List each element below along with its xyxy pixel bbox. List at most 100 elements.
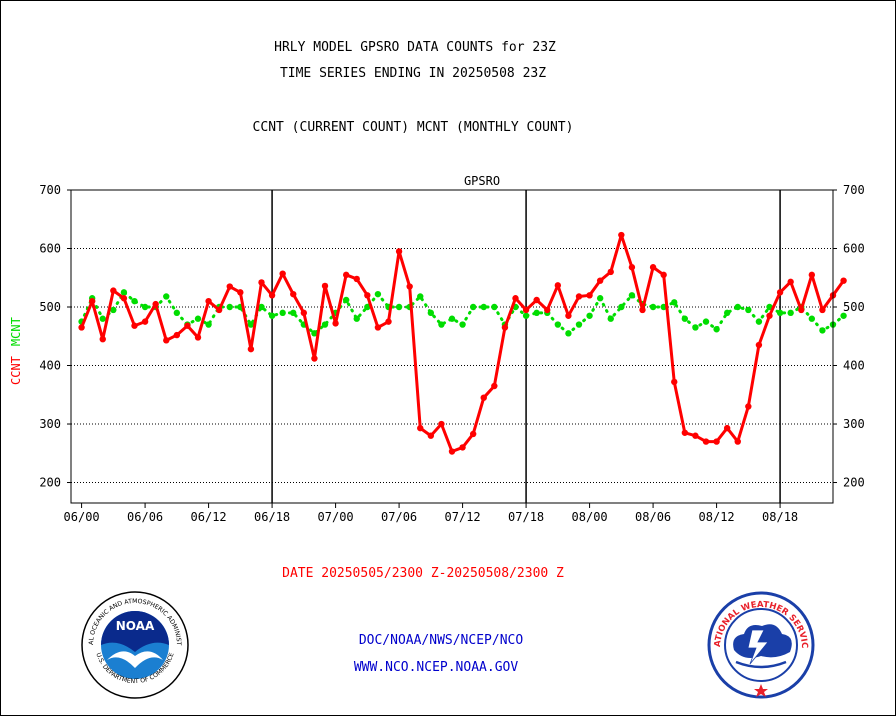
data-point-mcnt bbox=[353, 315, 360, 322]
data-point-ccnt bbox=[522, 306, 530, 314]
y-axis-label-left: CCNT MCNT bbox=[9, 317, 23, 385]
series-line-ccnt bbox=[80, 233, 845, 454]
data-point-ccnt bbox=[258, 279, 265, 286]
data-point-mcnt bbox=[268, 312, 276, 319]
data-point-ccnt bbox=[342, 271, 350, 279]
data-point-ccnt bbox=[353, 275, 360, 283]
data-point-ccnt bbox=[406, 283, 413, 290]
data-point-mcnt bbox=[99, 315, 106, 322]
data-point-ccnt bbox=[99, 335, 106, 343]
y-tick-label-right: 500 bbox=[843, 300, 865, 314]
data-point-mcnt bbox=[395, 303, 403, 311]
y-tick-label-right: 600 bbox=[843, 242, 865, 256]
data-point-mcnt bbox=[734, 303, 741, 311]
data-point-ccnt bbox=[364, 292, 371, 299]
chart-title-line2: TIME SERIES ENDING IN 20250508 23Z bbox=[279, 66, 547, 81]
data-point-mcnt bbox=[618, 303, 625, 311]
data-point-mcnt bbox=[565, 330, 572, 337]
x-tick-label: 07/00 bbox=[318, 510, 354, 524]
data-point-mcnt bbox=[120, 289, 128, 296]
footer-link-www[interactable]: WWW.NCO.NCEP.NOAA.GOV bbox=[353, 660, 519, 675]
data-point-mcnt bbox=[819, 327, 826, 334]
data-point-ccnt bbox=[501, 324, 509, 331]
data-point-mcnt bbox=[258, 303, 265, 311]
data-point-mcnt bbox=[628, 292, 636, 299]
data-point-mcnt bbox=[575, 321, 583, 328]
data-point-mcnt bbox=[459, 321, 466, 328]
data-point-mcnt bbox=[311, 330, 318, 337]
data-point-ccnt bbox=[755, 341, 763, 349]
data-point-ccnt bbox=[745, 403, 752, 410]
data-point-ccnt bbox=[776, 289, 784, 296]
data-point-ccnt bbox=[448, 448, 456, 455]
x-tick-label: 06/12 bbox=[191, 510, 227, 524]
data-point-ccnt bbox=[226, 283, 233, 290]
data-point-ccnt bbox=[374, 324, 382, 331]
data-point-ccnt bbox=[385, 318, 392, 325]
data-point-mcnt bbox=[586, 312, 593, 319]
footer-link-doc[interactable]: DOC/NOAA/NWS/NCEP/NCO bbox=[358, 633, 524, 648]
x-tick-label: 08/06 bbox=[635, 510, 671, 524]
data-point-mcnt bbox=[840, 312, 847, 319]
data-point-mcnt bbox=[226, 303, 233, 311]
data-point-mcnt bbox=[480, 303, 487, 311]
y-tick-label-left: 600 bbox=[39, 242, 61, 256]
data-point-ccnt bbox=[723, 424, 731, 432]
y-label-mcnt: MCNT bbox=[9, 317, 23, 346]
data-point-mcnt bbox=[533, 309, 540, 317]
data-point-ccnt bbox=[808, 271, 816, 279]
data-point-ccnt bbox=[459, 444, 466, 451]
data-point-ccnt bbox=[491, 382, 498, 390]
x-tick-label: 07/18 bbox=[508, 510, 544, 524]
data-point-mcnt bbox=[745, 306, 752, 314]
y-tick-label-right: 700 bbox=[843, 183, 865, 197]
data-point-ccnt bbox=[596, 277, 604, 284]
data-point-ccnt bbox=[787, 278, 794, 286]
data-point-ccnt bbox=[798, 306, 805, 314]
series-group bbox=[78, 231, 847, 455]
data-point-mcnt bbox=[671, 299, 678, 306]
y-tick-label-right: 200 bbox=[843, 476, 865, 490]
data-point-ccnt bbox=[120, 295, 128, 302]
data-point-mcnt bbox=[247, 321, 255, 328]
x-tick-label: 08/18 bbox=[762, 510, 798, 524]
x-tick-label: 06/06 bbox=[127, 510, 163, 524]
data-point-ccnt bbox=[618, 231, 625, 239]
data-point-ccnt bbox=[279, 270, 286, 277]
data-point-ccnt bbox=[141, 318, 149, 325]
data-point-ccnt bbox=[469, 430, 477, 438]
data-point-mcnt bbox=[364, 303, 371, 311]
data-point-ccnt bbox=[438, 420, 445, 428]
y-tick-label-right: 400 bbox=[843, 359, 865, 373]
data-point-mcnt bbox=[438, 321, 445, 328]
data-point-ccnt bbox=[544, 306, 551, 314]
plot-label: GPSRO bbox=[464, 174, 500, 188]
x-tick-label: 08/12 bbox=[699, 510, 735, 524]
data-point-mcnt bbox=[448, 315, 456, 322]
data-point-ccnt bbox=[565, 312, 572, 319]
data-point-ccnt bbox=[671, 378, 678, 386]
data-point-mcnt bbox=[681, 315, 689, 322]
footer-date-range: DATE 20250505/2300 Z-20250508/2300 Z bbox=[282, 566, 564, 581]
data-point-ccnt bbox=[840, 277, 847, 284]
data-point-mcnt bbox=[173, 309, 181, 317]
data-point-ccnt bbox=[639, 306, 646, 314]
data-point-ccnt bbox=[205, 297, 212, 305]
data-point-mcnt bbox=[205, 321, 212, 328]
data-point-ccnt bbox=[692, 432, 699, 439]
data-point-mcnt bbox=[141, 303, 149, 311]
data-point-mcnt bbox=[417, 293, 424, 300]
data-point-ccnt bbox=[88, 297, 96, 305]
data-point-ccnt bbox=[628, 264, 636, 271]
data-point-mcnt bbox=[702, 318, 710, 325]
y-tick-label-left: 200 bbox=[39, 476, 61, 490]
data-point-ccnt bbox=[575, 293, 583, 300]
x-tick-label: 06/00 bbox=[64, 510, 100, 524]
data-point-ccnt bbox=[649, 264, 657, 271]
noaa-logo-text: NOAA bbox=[116, 619, 155, 633]
data-point-mcnt bbox=[522, 312, 530, 319]
data-point-ccnt bbox=[215, 306, 223, 314]
data-point-mcnt bbox=[808, 315, 816, 322]
nws-logo: NATIONAL WEATHER SERVICE bbox=[706, 590, 815, 699]
data-point-ccnt bbox=[321, 282, 329, 290]
